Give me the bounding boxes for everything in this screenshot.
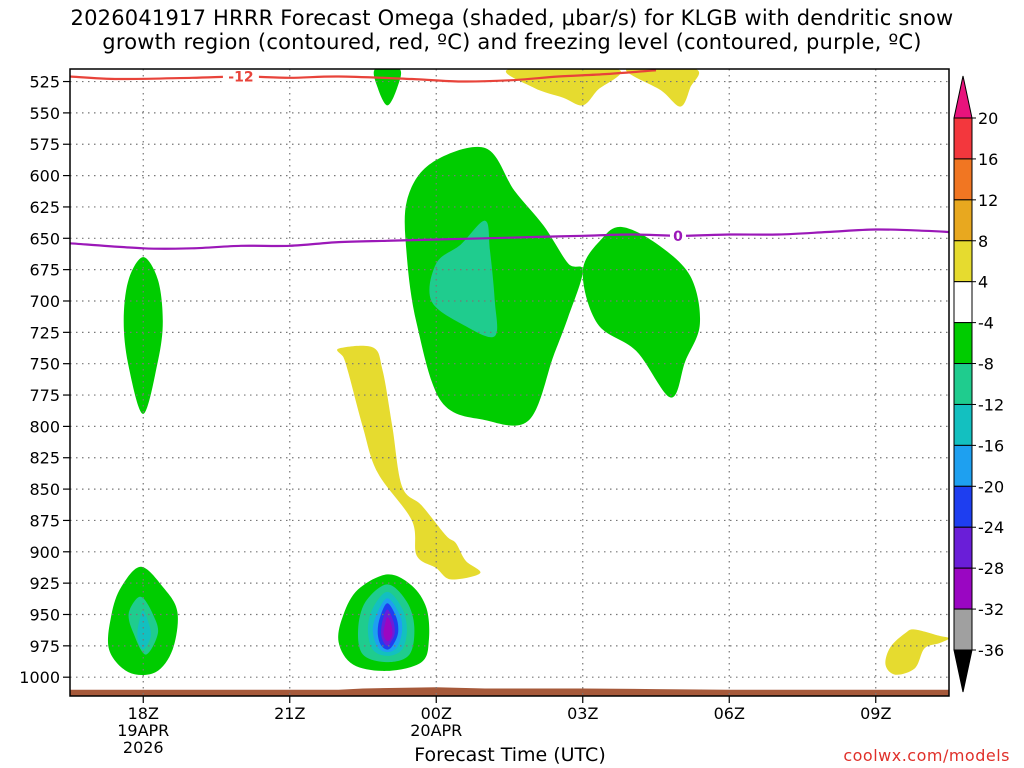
colorbar-label: -8: [978, 355, 994, 374]
colorbar-band: [953, 485, 973, 528]
x-tick-label: 21Z: [274, 704, 305, 723]
y-tick-label: 975: [29, 637, 60, 656]
omega-region-2: [626, 69, 700, 107]
y-tick-label: 1000: [19, 668, 60, 687]
x-tick-label: 09Z: [860, 704, 891, 723]
x-tick-label: 00Z: [421, 704, 452, 723]
colorbar-band: [953, 158, 973, 201]
y-tick-label: 675: [29, 261, 60, 280]
colorbar-band: [953, 608, 973, 651]
contour-label-freezing: 0: [673, 229, 683, 245]
y-tick-label: 800: [29, 417, 60, 436]
y-tick-label: 925: [29, 574, 60, 593]
colorbar-label: 16: [978, 150, 998, 169]
y-tick-label: 550: [29, 104, 60, 123]
y-tick-label: 875: [29, 511, 60, 530]
omega-region-5: [429, 220, 498, 338]
colorbar-label: 4: [978, 273, 988, 292]
y-tick-label: 900: [29, 543, 60, 562]
colorbar-label: -24: [978, 518, 1004, 537]
credit-text: coolwx.com/models: [843, 746, 1010, 765]
y-tick-label: 725: [29, 323, 60, 342]
colorbar-band: [953, 322, 973, 365]
contour-line-0: [70, 69, 657, 83]
omega-region-6: [582, 226, 701, 398]
colorbar-band: [953, 240, 973, 283]
y-tick-label: 775: [29, 386, 60, 405]
contour-label-bg: [222, 69, 259, 85]
chart-title: 2026041917 HRRR Forecast Omega (shaded, …: [0, 6, 1024, 54]
omega-region-8: [885, 629, 949, 675]
y-tick-label: 625: [29, 198, 60, 217]
colorbar-band: [953, 526, 973, 569]
y-tick-label: 825: [29, 449, 60, 468]
colorbar-label: -12: [978, 395, 1004, 414]
colorbar-arrow-bottom: [953, 649, 973, 693]
colorbar-band: [953, 567, 973, 610]
colorbar-label: 12: [978, 191, 998, 210]
grid-lines: [70, 69, 949, 696]
contour-lines: -12 0: [70, 69, 949, 250]
y-tick-label: 950: [29, 605, 60, 624]
colorbar-label: 20: [978, 109, 998, 128]
x-tick-label: 18Z: [128, 704, 159, 723]
colorbar-label: -32: [978, 600, 1004, 619]
y-axis-ticks: 525 550 575 600 625 650 675 700 725 750 775 800 825 8…: [19, 73, 70, 687]
omega-region-4: [404, 146, 583, 426]
colorbar-label: -4: [978, 314, 994, 333]
omega-region-3: [123, 257, 163, 414]
x-tick-sublabel: 2026: [123, 738, 164, 757]
omega-region-18: [383, 617, 393, 642]
contour-label-dgz: -12: [228, 70, 253, 86]
colorbar-label: 8: [978, 232, 988, 251]
omega-colorbar: 20 16 12 8 4 -4 -8 -12 -16 -20 -24 -28 -32 -36: [953, 75, 1004, 693]
x-tick-label: 03Z: [567, 704, 598, 723]
colorbar-label: -20: [978, 477, 1004, 496]
y-tick-label: 700: [29, 292, 60, 311]
chart-title-line1: 2026041917 HRRR Forecast Omega (shaded, …: [70, 6, 954, 30]
colorbar-label: -16: [978, 436, 1004, 455]
colorbar-label: -28: [978, 559, 1004, 578]
colorbar-band: [953, 363, 973, 405]
y-tick-label: 525: [29, 73, 60, 92]
x-tick-label: 06Z: [714, 704, 745, 723]
colorbar-band: [953, 281, 973, 324]
contour-line-1: [70, 228, 949, 250]
chart-title-line2: growth region (contoured, red, ºC) and f…: [102, 30, 922, 54]
terrain-fill: [70, 687, 949, 696]
colorbar-band: [953, 117, 973, 160]
omega-region-7: [337, 345, 481, 580]
y-tick-label: 850: [29, 480, 60, 499]
omega-shading: [107, 69, 949, 675]
plot-frame: [69, 68, 950, 697]
colorbar-band: [953, 199, 973, 242]
x-tick-sublabel: 19APR: [117, 721, 169, 740]
omega-region-0: [373, 69, 402, 106]
colorbar-label: -36: [978, 641, 1004, 660]
y-tick-label: 750: [29, 355, 60, 374]
terrain-area: [70, 687, 949, 696]
colorbar-band: [953, 444, 973, 487]
contour-label-bg: [669, 227, 686, 244]
colorbar-arrow-top: [953, 75, 973, 119]
x-tick-sublabel: 20APR: [410, 721, 462, 740]
y-tick-label: 575: [29, 135, 60, 154]
y-tick-label: 600: [29, 167, 60, 186]
omega-region-1: [506, 69, 621, 106]
omega-region-11: [137, 610, 151, 650]
colorbar-band: [953, 403, 973, 446]
y-tick-label: 650: [29, 229, 60, 248]
x-axis-label: Forecast Time (UTC): [414, 744, 606, 766]
